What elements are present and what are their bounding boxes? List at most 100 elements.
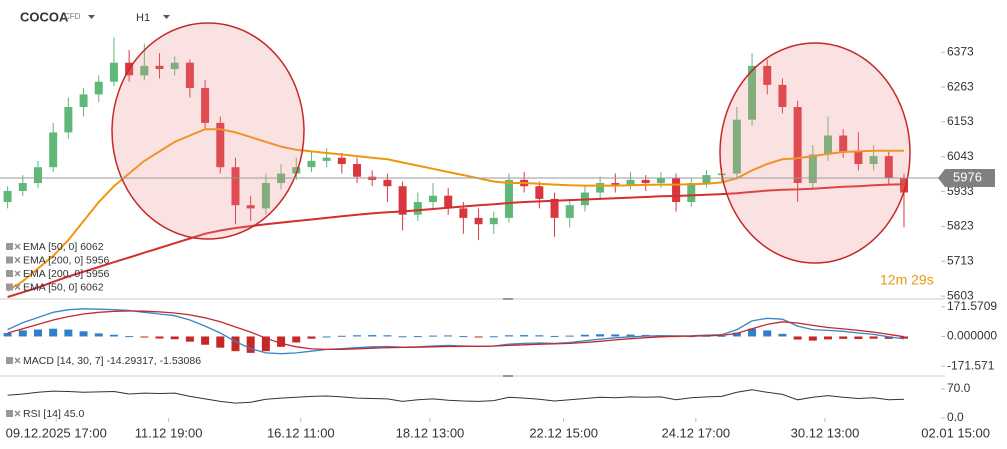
candle-body [155, 65, 164, 70]
histogram-bar [717, 335, 726, 337]
candle-body [884, 156, 893, 179]
candle-body [33, 167, 42, 184]
legend-remove [14, 357, 21, 364]
candle-body [353, 164, 362, 177]
candle-body [231, 167, 240, 206]
x-tick-label: 16.12 11:00 [267, 425, 335, 440]
interval-dropdown[interactable] [163, 15, 170, 19]
y-tick-label: 0.000000 [947, 329, 997, 343]
candle-body [292, 167, 301, 174]
symbol-dropdown[interactable] [88, 15, 95, 19]
histogram-bar [444, 335, 453, 337]
legend-icon [6, 410, 13, 417]
overlay: 6373 6263 6153 6043 5933 5823 5713 5603 5976 12m … [0, 44, 997, 440]
candle-body [428, 195, 437, 203]
histogram-bar [307, 336, 316, 339]
candle-body [824, 135, 833, 155]
candle-body [49, 132, 58, 168]
histogram-bar [170, 336, 179, 340]
candle-body [550, 198, 559, 218]
candle-body [611, 183, 620, 185]
candle-body [489, 217, 498, 225]
candle-body [383, 179, 392, 187]
candle-body [839, 135, 848, 152]
histogram-bar [353, 335, 362, 337]
legend-remove [14, 257, 21, 263]
panel-handle[interactable] [503, 298, 513, 300]
candle-body [444, 195, 453, 209]
legend-icon [6, 283, 13, 291]
candle-body [94, 81, 103, 95]
candle-body [398, 186, 407, 215]
candle-body [702, 175, 711, 184]
histogram-bar [261, 336, 270, 352]
histogram-bar [626, 334, 635, 337]
candle-body [201, 88, 210, 123]
legend-icon [6, 243, 13, 250]
y-tick-label: 6263 [947, 79, 974, 93]
histogram-bar [18, 330, 27, 337]
ema-line [7, 128, 904, 292]
x-tick-label: 18.12 13:00 [396, 425, 465, 440]
histogram-bar [504, 335, 513, 337]
candle-body [808, 154, 817, 184]
x-tick-label: 11.12 19:00 [135, 425, 203, 440]
histogram-bar [322, 336, 331, 338]
histogram-bar [489, 336, 498, 338]
legend-entry: EMA [50, 0] 6062 [23, 281, 104, 293]
candle-body [109, 62, 118, 82]
macd-line [7, 308, 905, 355]
candle-body [687, 183, 696, 203]
histogram-bar [33, 329, 42, 337]
candle-body [732, 119, 741, 174]
candle-body [778, 84, 787, 108]
histogram-bar [793, 336, 802, 340]
histogram-bar [778, 333, 787, 337]
histogram-bar [64, 329, 73, 337]
y-tick-label: 5823 [947, 219, 974, 233]
y-tick-label: 0.0 [947, 410, 964, 424]
histogram-bar [884, 336, 893, 339]
y-tick-label: -171.571 [947, 358, 995, 372]
rsi-line [7, 389, 905, 404]
candle-body [535, 186, 544, 199]
histogram-bar [520, 335, 529, 337]
candle-body [641, 179, 650, 184]
symbol[interactable]: COCOA [20, 9, 69, 24]
histogram-bar [292, 336, 301, 343]
candle-body [170, 62, 179, 70]
interval[interactable]: H1 [136, 12, 150, 24]
legend-remove [14, 243, 21, 250]
histogram-bar [231, 336, 240, 352]
histogram-bar [611, 334, 620, 337]
candle-body [79, 94, 88, 108]
histogram-bar [550, 335, 559, 337]
histogram-bar [899, 336, 908, 339]
histogram-bar [854, 336, 863, 340]
instrument-type: CFD [64, 12, 81, 21]
candle-body [216, 122, 225, 168]
candle-body [261, 183, 270, 209]
y-tick-label: 6043 [947, 149, 974, 163]
candle-body [140, 65, 149, 76]
legend-entry: EMA [50, 0] 6062 [23, 241, 104, 253]
candle-body [246, 205, 255, 209]
histogram-bar [398, 336, 407, 338]
histogram-bar [763, 330, 772, 337]
panel-handle[interactable] [503, 375, 513, 377]
y-tick-label: 6373 [947, 44, 974, 58]
histogram-bar [246, 336, 255, 353]
histogram-bar [94, 333, 103, 337]
candle-body [337, 157, 346, 165]
histogram-bar [109, 334, 118, 337]
legend-entry: EMA [200, 0] 5956 [23, 254, 110, 266]
candle-body [869, 156, 878, 165]
candle-body [504, 179, 513, 218]
histogram-bar [368, 335, 377, 337]
legend-entry: MACD [14, 30, 7] -14.29317, -1.53086 [23, 355, 201, 367]
candle-body [64, 107, 73, 133]
legend-remove [14, 270, 21, 277]
last-price-box [938, 168, 995, 187]
x-tick-label: 30.12 13:00 [791, 425, 860, 440]
